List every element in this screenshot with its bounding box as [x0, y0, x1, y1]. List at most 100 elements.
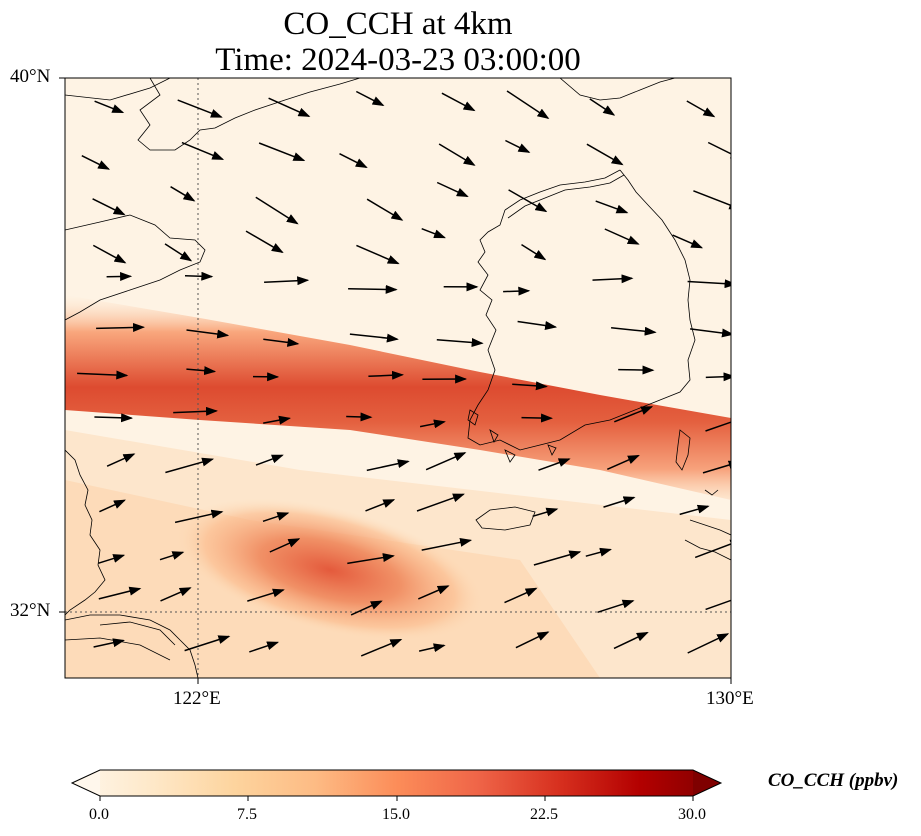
wind-arrow [517, 320, 558, 330]
lon-tick-label-122: 122°E [173, 688, 221, 709]
co-high-band [65, 295, 731, 500]
wind-arrow [94, 100, 125, 114]
wind-arrow [170, 186, 196, 202]
wind-arrow [92, 244, 127, 264]
lon-tick-label-130: 130°E [706, 688, 754, 709]
wind-arrow [533, 550, 582, 566]
wind-arrow [355, 90, 385, 106]
wind-arrow [98, 554, 126, 564]
wind-arrow [503, 286, 531, 296]
wind-arrow [441, 92, 476, 112]
wind-arrow [264, 276, 310, 286]
wind-arrow [347, 553, 395, 565]
wind-arrow [247, 588, 285, 602]
wind-arrow [419, 419, 446, 429]
wind-arrow [614, 406, 654, 423]
wind-arrow [512, 381, 548, 391]
wind-arrow [604, 228, 640, 245]
wind-arrow [421, 537, 473, 551]
colorbar-tick-1: 7.5 [237, 806, 257, 823]
wind-arrow [249, 641, 280, 653]
wind-arrow [262, 512, 290, 523]
wind-arrow [174, 509, 224, 524]
wind-arrow [258, 142, 306, 162]
wind-arrow [99, 499, 126, 513]
wind-arrow [81, 155, 111, 170]
wind-arrow [613, 631, 649, 650]
wind-arrow [521, 243, 547, 261]
colorbar [70, 769, 723, 801]
wind-arrow [506, 90, 550, 120]
colorbar-tick-0: 0.0 [89, 806, 109, 823]
wind-arrow [686, 100, 716, 118]
wind-arrow [421, 228, 446, 239]
wind-arrow [672, 234, 704, 249]
wind-arrow [690, 328, 731, 338]
wind-arrow [263, 415, 291, 425]
wind-arrow [339, 153, 368, 168]
wind-arrow [532, 507, 559, 518]
wind-arrow [348, 284, 398, 294]
wind-arrow [693, 190, 731, 210]
lat-tick-label-32: 32°N [10, 600, 51, 621]
wind-arrow [365, 499, 396, 512]
map-title-line-1: CO_CCH at 4km [283, 6, 513, 42]
wind-arrow [505, 139, 531, 153]
wind-arrow [98, 586, 142, 600]
wind-arrow [366, 198, 404, 221]
map-title-line-2: Time: 2024-03-23 03:00:00 [215, 42, 581, 78]
wind-arrow [521, 413, 553, 423]
wind-arrow [705, 372, 731, 382]
lat-tick-label-40: 40°N [10, 66, 51, 87]
wind-arrow [177, 99, 223, 118]
axis-ticks [59, 77, 732, 684]
wind-arrow [184, 271, 214, 281]
wind-arrow [702, 460, 731, 474]
wind-arrow [366, 459, 410, 472]
wind-arrow [679, 504, 710, 516]
wind-arrow [184, 635, 231, 652]
wind-arrow [707, 141, 731, 160]
wind-arrow [611, 326, 657, 336]
wind-arrow [705, 421, 731, 432]
wind-arrow [618, 365, 655, 375]
wind-arrow [77, 370, 129, 380]
wind-arrow [538, 458, 571, 471]
wind-arrow [186, 366, 217, 376]
wind-arrow [416, 493, 465, 512]
wind-arrow [694, 539, 731, 559]
colorbar-label: CO_CCH (ppbv) [768, 770, 899, 791]
wind-arrow [160, 587, 192, 602]
wind-arrow [438, 143, 476, 166]
wind-arrow [508, 189, 548, 213]
wind-arrow [164, 243, 193, 262]
wind-arrow [603, 496, 636, 508]
wind-arrow [186, 329, 230, 339]
wind-arrow [245, 230, 284, 254]
wind-arrow [173, 406, 218, 416]
wind-arrow [589, 98, 616, 116]
co-concentration-field [65, 78, 731, 678]
wind-arrow [360, 638, 403, 657]
colorbar-tick-3: 22.5 [530, 806, 558, 823]
wind-arrow [705, 599, 731, 611]
map-frame [64, 77, 732, 679]
wind-arrow [687, 279, 731, 289]
wind-arrow [586, 143, 624, 166]
wind-arrow [94, 413, 134, 423]
wind-arrow [425, 452, 467, 471]
wind-arrow [418, 643, 446, 653]
wind-arrow [585, 547, 612, 557]
wind-arrow [436, 181, 469, 198]
wind-arrow [255, 196, 299, 225]
wind-arrow [269, 538, 301, 553]
wind-arrow [687, 633, 730, 654]
wind-arrow [356, 244, 400, 265]
wind-arrow [504, 587, 538, 604]
wind-arrow [418, 585, 450, 600]
wind-arrow [350, 600, 383, 616]
wind-arrow [515, 631, 550, 649]
gridlines [65, 78, 731, 678]
wind-arrow [263, 337, 300, 347]
